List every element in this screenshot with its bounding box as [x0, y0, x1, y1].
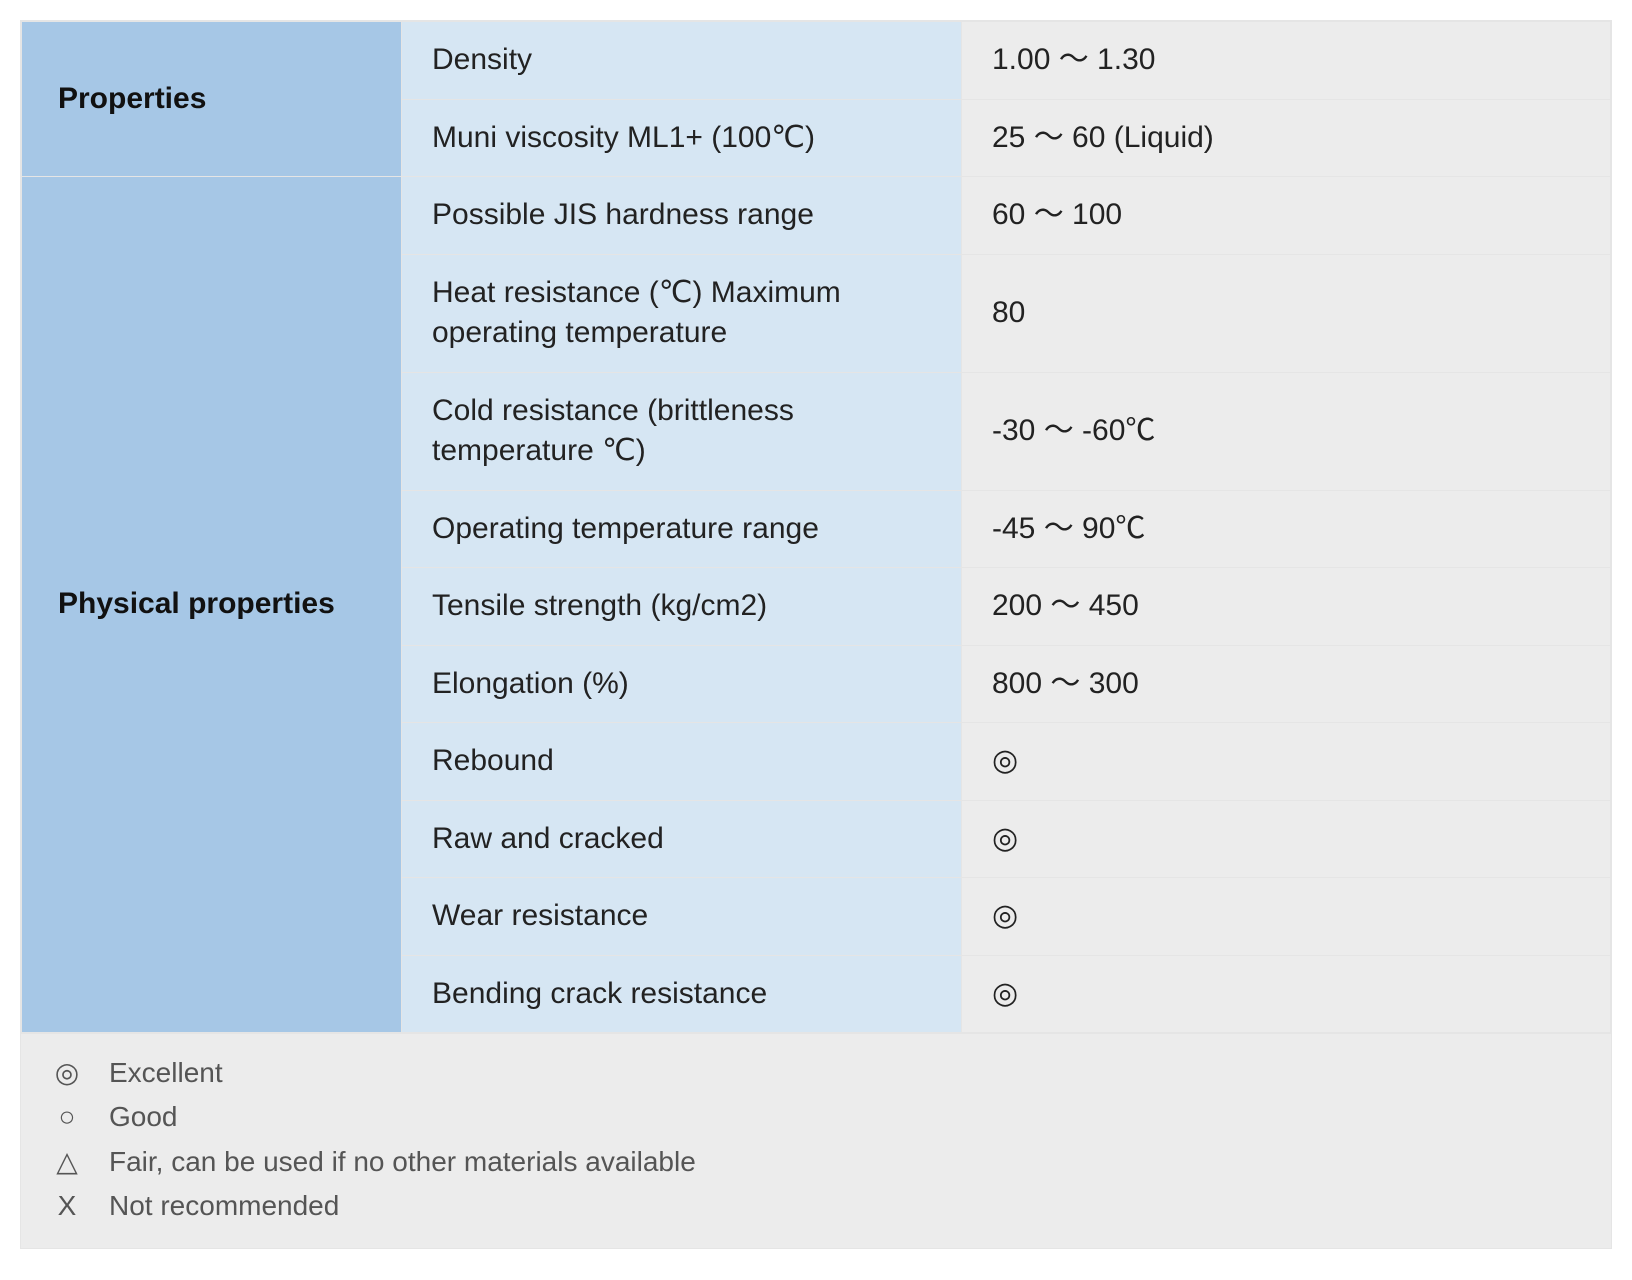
legend-label: Good	[109, 1101, 178, 1133]
properties-table: Properties Density 1.00 ～ 1.30 Muni visc…	[21, 21, 1611, 1033]
property-name-cell: Muni viscosity ML1+ (100℃)	[402, 99, 962, 177]
legend-symbol: X	[49, 1190, 85, 1222]
legend-item: ◎ Excellent	[49, 1050, 1583, 1095]
property-name-cell: Bending crack resistance	[402, 955, 962, 1033]
property-name-cell: Wear resistance	[402, 878, 962, 956]
legend-item: ○ Good	[49, 1095, 1583, 1139]
property-name-cell: Operating temperature range	[402, 490, 962, 568]
property-value-cell: 800 ～ 300	[962, 645, 1611, 723]
category-cell: Physical properties	[22, 177, 402, 1033]
property-value-cell: -45 ～ 90℃	[962, 490, 1611, 568]
property-value-cell: 25 ～ 60 (Liquid)	[962, 99, 1611, 177]
legend-symbol: ○	[49, 1101, 85, 1133]
property-name-cell: Raw and cracked	[402, 800, 962, 878]
legend-symbol: △	[49, 1145, 85, 1178]
property-name-cell: Density	[402, 22, 962, 100]
legend-label: Excellent	[109, 1057, 223, 1089]
table-row: Physical properties Possible JIS hardnes…	[22, 177, 1611, 255]
property-name-cell: Heat resistance (℃) Maximum operating te…	[402, 254, 962, 372]
legend-item: △ Fair, can be used if no other material…	[49, 1139, 1583, 1184]
legend-label: Not recommended	[109, 1190, 339, 1222]
property-value-cell: ◎	[962, 955, 1611, 1033]
legend-label: Fair, can be used if no other materials …	[109, 1146, 696, 1178]
legend: ◎ Excellent ○ Good △ Fair, can be used i…	[21, 1033, 1611, 1248]
property-value-cell: 200 ～ 450	[962, 568, 1611, 646]
property-name-cell: Tensile strength (kg/cm2)	[402, 568, 962, 646]
property-value-cell: 60 ～ 100	[962, 177, 1611, 255]
properties-table-container: Properties Density 1.00 ～ 1.30 Muni visc…	[20, 20, 1612, 1249]
property-value-cell: 80	[962, 254, 1611, 372]
legend-symbol: ◎	[49, 1056, 85, 1089]
property-name-cell: Possible JIS hardness range	[402, 177, 962, 255]
property-value-cell: ◎	[962, 723, 1611, 801]
property-name-cell: Rebound	[402, 723, 962, 801]
property-name-cell: Cold resistance (brittleness temperature…	[402, 372, 962, 490]
property-name-cell: Elongation (%)	[402, 645, 962, 723]
table-row: Properties Density 1.00 ～ 1.30	[22, 22, 1611, 100]
property-value-cell: ◎	[962, 800, 1611, 878]
property-value-cell: -30 ～ -60℃	[962, 372, 1611, 490]
category-cell: Properties	[22, 22, 402, 177]
property-value-cell: ◎	[962, 878, 1611, 956]
legend-item: X Not recommended	[49, 1184, 1583, 1228]
property-value-cell: 1.00 ～ 1.30	[962, 22, 1611, 100]
